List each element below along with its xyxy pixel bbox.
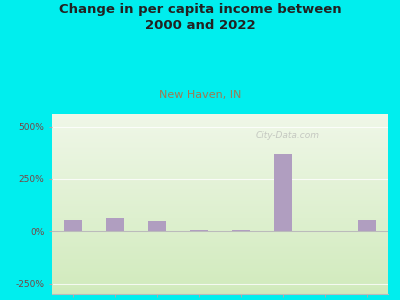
Bar	[148, 221, 166, 231]
Text: New Haven, IN: New Haven, IN	[159, 90, 241, 100]
Text: Change in per capita income between
2000 and 2022: Change in per capita income between 2000…	[59, 3, 341, 32]
Bar	[232, 230, 250, 231]
Bar	[106, 218, 124, 231]
Bar	[274, 154, 292, 231]
Bar	[190, 230, 208, 231]
Text: City-Data.com: City-Data.com	[255, 131, 319, 140]
Bar	[64, 220, 82, 231]
Bar	[358, 220, 376, 231]
